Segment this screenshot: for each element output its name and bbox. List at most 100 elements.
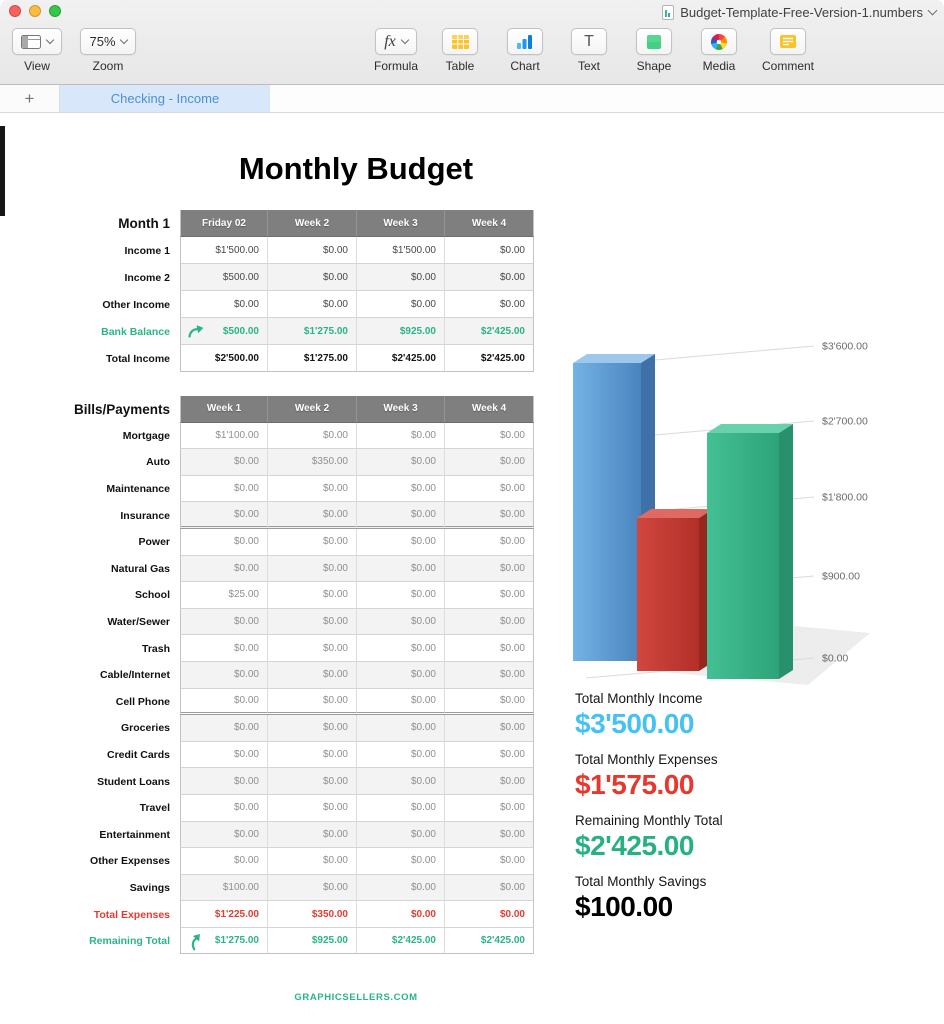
row-label-cell[interactable]: Auto: [146, 456, 170, 469]
row-label-cell[interactable]: Credit Cards: [106, 749, 170, 762]
row-label-cell[interactable]: Natural Gas: [111, 562, 170, 575]
row-label-cell[interactable]: Insurance: [120, 509, 170, 522]
row-label-cell[interactable]: Bank Balance: [101, 325, 170, 338]
cell[interactable]: $0.00: [357, 741, 445, 769]
cell[interactable]: $0.00: [180, 821, 268, 849]
cell[interactable]: $0.00: [445, 264, 534, 291]
column-header-cell[interactable]: Week 3: [357, 210, 445, 237]
row-label-cell[interactable]: Water/Sewer: [107, 616, 170, 629]
cell[interactable]: $0.00: [357, 502, 445, 529]
column-header-cell[interactable]: Week 2: [268, 396, 357, 423]
cell[interactable]: $0.00: [268, 555, 357, 583]
cell[interactable]: $0.00: [357, 635, 445, 662]
cell[interactable]: $2'425.00: [445, 345, 534, 372]
row-label-cell[interactable]: Cell Phone: [115, 695, 170, 708]
cell[interactable]: $0.00: [268, 661, 357, 689]
row-label-cell[interactable]: Cable/Internet: [99, 669, 170, 682]
column-header-cell[interactable]: Week 2: [268, 210, 357, 237]
cell[interactable]: $0.00: [445, 715, 534, 742]
cell[interactable]: $0.00: [357, 475, 445, 503]
row-label-cell[interactable]: Trash: [141, 642, 170, 655]
cell[interactable]: $0.00: [357, 528, 445, 556]
cell[interactable]: $0.00: [180, 475, 268, 503]
cell[interactable]: $500.00: [180, 264, 268, 291]
cell[interactable]: $0.00: [357, 422, 445, 450]
cell[interactable]: $0.00: [445, 528, 534, 556]
view-button[interactable]: [12, 28, 62, 55]
cell[interactable]: $2'425.00: [357, 345, 445, 372]
cell[interactable]: $0.00: [180, 449, 268, 476]
summary-label[interactable]: Total Monthly Expenses: [575, 752, 718, 767]
bar-remaining-monthly-total[interactable]: [707, 424, 793, 679]
cell[interactable]: $0.00: [268, 291, 357, 318]
cell[interactable]: $0.00: [445, 661, 534, 689]
cell[interactable]: $0.00: [357, 821, 445, 849]
footer-credit[interactable]: GRAPHICSELLERS.COM: [294, 992, 418, 1003]
row-label-cell[interactable]: Savings: [129, 881, 170, 894]
column-header-cell[interactable]: Week 1: [180, 396, 268, 423]
cell[interactable]: $0.00: [180, 635, 268, 662]
row-label-cell[interactable]: Remaining Total: [89, 935, 170, 948]
cell[interactable]: $0.00: [268, 874, 357, 902]
cell[interactable]: $1'275.00: [268, 345, 357, 372]
cell[interactable]: $0.00: [357, 449, 445, 476]
cell[interactable]: $0.00: [268, 608, 357, 636]
cell[interactable]: $0.00: [180, 715, 268, 742]
cell[interactable]: $0.00: [445, 555, 534, 583]
cell[interactable]: $0.00: [357, 874, 445, 902]
cell[interactable]: $0.00: [445, 768, 534, 795]
row-label-cell[interactable]: Income 1: [124, 244, 170, 257]
tab-checking-income[interactable]: Checking - Income: [60, 85, 270, 112]
cell[interactable]: $1'225.00: [180, 901, 268, 928]
cell[interactable]: $0.00: [268, 768, 357, 795]
row-label-cell[interactable]: Income 2: [124, 271, 170, 284]
summary-label[interactable]: Total Monthly Income: [575, 691, 703, 706]
column-header-cell[interactable]: Week 4: [445, 210, 534, 237]
fullscreen-button[interactable]: [49, 5, 61, 17]
summary-value[interactable]: $1'575.00: [575, 769, 694, 800]
cell[interactable]: $100.00: [180, 874, 268, 902]
cell[interactable]: $0.00: [445, 848, 534, 875]
cell[interactable]: $0.00: [445, 422, 534, 450]
bar-total-monthly-expenses[interactable]: [637, 509, 713, 671]
summary-label[interactable]: Total Monthly Savings: [575, 874, 707, 889]
row-label-cell[interactable]: Other Expenses: [90, 855, 170, 868]
row-label-cell[interactable]: Student Loans: [97, 775, 170, 788]
cell[interactable]: $0.00: [180, 291, 268, 318]
cell[interactable]: $2'500.00: [180, 345, 268, 372]
cell[interactable]: $0.00: [357, 794, 445, 822]
cell[interactable]: $0.00: [357, 291, 445, 318]
cell[interactable]: $0.00: [180, 528, 268, 556]
cell[interactable]: $0.00: [357, 661, 445, 689]
add-sheet-button[interactable]: +: [0, 85, 60, 112]
cell[interactable]: $0.00: [445, 688, 534, 716]
cell[interactable]: $0.00: [268, 582, 357, 609]
media-button[interactable]: [701, 28, 737, 55]
cell[interactable]: $0.00: [268, 794, 357, 822]
cell[interactable]: $0.00: [180, 502, 268, 529]
chart-button[interactable]: [507, 28, 543, 55]
cell[interactable]: $0.00: [445, 582, 534, 609]
cell[interactable]: $0.00: [445, 901, 534, 928]
title-chevron-icon[interactable]: [927, 5, 938, 15]
cell[interactable]: $0.00: [268, 821, 357, 849]
row-label-cell[interactable]: Travel: [139, 802, 170, 815]
formula-button[interactable]: fx: [375, 28, 417, 55]
cell[interactable]: $0.00: [357, 715, 445, 742]
table-button[interactable]: [442, 28, 478, 55]
comment-button[interactable]: [770, 28, 806, 55]
cell[interactable]: $0.00: [268, 741, 357, 769]
cell[interactable]: $0.00: [268, 475, 357, 503]
cell[interactable]: $1'275.00: [180, 927, 268, 955]
row-label-cell[interactable]: Maintenance: [106, 483, 170, 496]
close-button[interactable]: [9, 5, 21, 17]
cell[interactable]: $25.00: [180, 582, 268, 609]
summary-value[interactable]: $2'425.00: [575, 830, 694, 861]
cell[interactable]: $925.00: [357, 318, 445, 345]
cell[interactable]: $0.00: [180, 555, 268, 583]
cell[interactable]: $0.00: [180, 608, 268, 636]
cell[interactable]: $2'425.00: [445, 927, 534, 955]
cell[interactable]: $0.00: [268, 264, 357, 291]
cell[interactable]: $0.00: [445, 741, 534, 769]
cell[interactable]: $0.00: [445, 635, 534, 662]
